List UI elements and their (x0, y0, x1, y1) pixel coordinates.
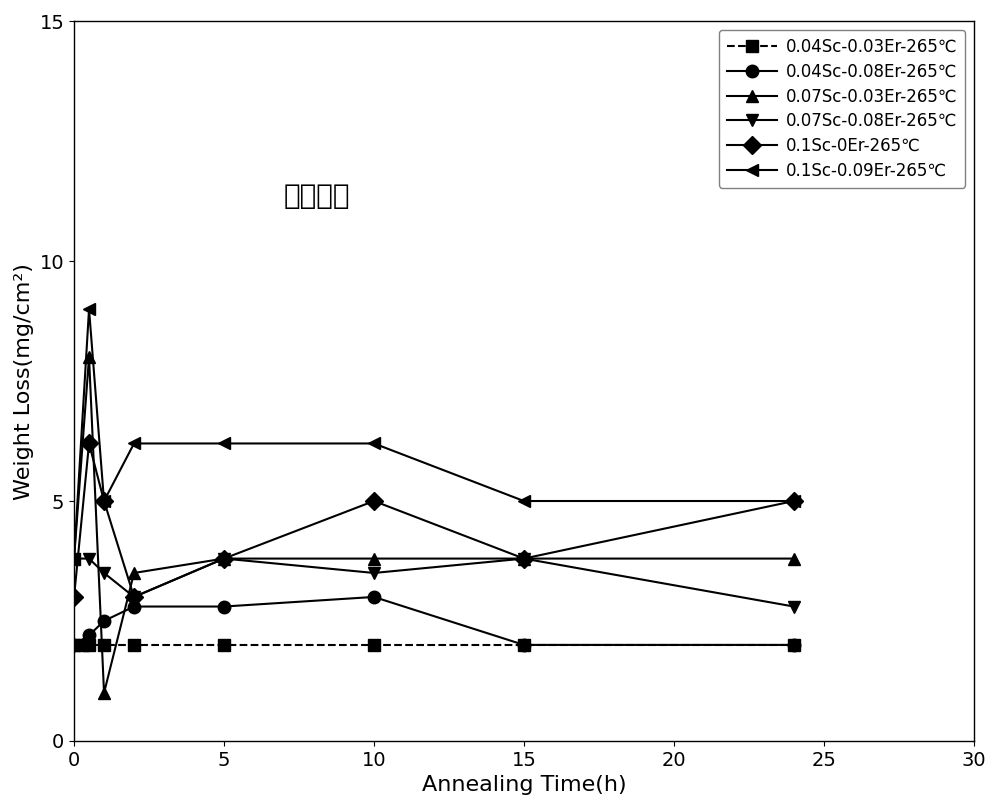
0.04Sc-0.03Er-265℃ (77, 640, 89, 650)
0.04Sc-0.08Er-265℃ (788, 640, 800, 650)
0.04Sc-0.03Er-265℃ (218, 640, 230, 650)
0.04Sc-0.03Er-265℃ (68, 640, 80, 650)
0.07Sc-0.08Er-265℃ (368, 568, 380, 578)
0.07Sc-0.03Er-265℃ (83, 352, 95, 362)
0.1Sc-0.09Er-265℃ (128, 438, 140, 448)
0.1Sc-0.09Er-265℃ (368, 438, 380, 448)
Y-axis label: Weight Loss(mg/cm²): Weight Loss(mg/cm²) (14, 263, 34, 499)
X-axis label: Annealing Time(h): Annealing Time(h) (422, 775, 626, 795)
0.07Sc-0.03Er-265℃ (98, 688, 110, 697)
0.04Sc-0.03Er-265℃ (518, 640, 530, 650)
Line: 0.1Sc-0Er-265℃: 0.1Sc-0Er-265℃ (68, 437, 800, 604)
0.04Sc-0.03Er-265℃ (368, 640, 380, 650)
Line: 0.1Sc-0.09Er-265℃: 0.1Sc-0.09Er-265℃ (68, 303, 800, 565)
0.07Sc-0.08Er-265℃ (68, 553, 80, 563)
0.07Sc-0.08Er-265℃ (98, 568, 110, 578)
0.1Sc-0.09Er-265℃ (518, 496, 530, 506)
Line: 0.07Sc-0.08Er-265℃: 0.07Sc-0.08Er-265℃ (68, 553, 800, 612)
0.07Sc-0.08Er-265℃ (788, 602, 800, 612)
0.07Sc-0.03Er-265℃ (518, 553, 530, 563)
Legend: 0.04Sc-0.03Er-265℃, 0.04Sc-0.08Er-265℃, 0.07Sc-0.03Er-265℃, 0.07Sc-0.08Er-265℃, : 0.04Sc-0.03Er-265℃, 0.04Sc-0.08Er-265℃, … (719, 30, 965, 188)
0.1Sc-0Er-265℃ (98, 496, 110, 506)
0.07Sc-0.03Er-265℃ (788, 553, 800, 563)
0.04Sc-0.08Er-265℃ (68, 640, 80, 650)
0.07Sc-0.03Er-265℃ (368, 553, 380, 563)
0.04Sc-0.03Er-265℃ (128, 640, 140, 650)
0.1Sc-0Er-265℃ (368, 496, 380, 506)
0.1Sc-0.09Er-265℃ (788, 496, 800, 506)
0.07Sc-0.08Er-265℃ (83, 553, 95, 563)
0.04Sc-0.03Er-265℃ (98, 640, 110, 650)
0.07Sc-0.03Er-265℃ (128, 568, 140, 578)
0.1Sc-0Er-265℃ (788, 496, 800, 506)
0.04Sc-0.08Er-265℃ (128, 602, 140, 612)
0.07Sc-0.03Er-265℃ (68, 553, 80, 563)
0.1Sc-0Er-265℃ (83, 438, 95, 448)
0.1Sc-0.09Er-265℃ (218, 438, 230, 448)
Line: 0.04Sc-0.08Er-265℃: 0.04Sc-0.08Er-265℃ (68, 591, 800, 651)
0.07Sc-0.08Er-265℃ (518, 553, 530, 563)
Line: 0.04Sc-0.03Er-265℃: 0.04Sc-0.03Er-265℃ (68, 638, 800, 651)
Text: 不敏感区: 不敏感区 (284, 182, 350, 210)
0.1Sc-0Er-265℃ (68, 592, 80, 602)
0.07Sc-0.08Er-265℃ (128, 592, 140, 602)
0.04Sc-0.03Er-265℃ (83, 640, 95, 650)
Line: 0.07Sc-0.03Er-265℃: 0.07Sc-0.03Er-265℃ (68, 351, 800, 699)
0.04Sc-0.08Er-265℃ (518, 640, 530, 650)
0.04Sc-0.03Er-265℃ (788, 640, 800, 650)
0.1Sc-0.09Er-265℃ (68, 553, 80, 563)
0.04Sc-0.08Er-265℃ (218, 602, 230, 612)
0.07Sc-0.03Er-265℃ (218, 553, 230, 563)
0.1Sc-0Er-265℃ (128, 592, 140, 602)
0.1Sc-0Er-265℃ (518, 553, 530, 563)
0.04Sc-0.08Er-265℃ (98, 616, 110, 626)
0.04Sc-0.08Er-265℃ (368, 592, 380, 602)
0.04Sc-0.08Er-265℃ (83, 630, 95, 640)
0.07Sc-0.08Er-265℃ (218, 553, 230, 563)
0.1Sc-0.09Er-265℃ (98, 496, 110, 506)
0.1Sc-0Er-265℃ (218, 553, 230, 563)
0.1Sc-0.09Er-265℃ (83, 304, 95, 314)
